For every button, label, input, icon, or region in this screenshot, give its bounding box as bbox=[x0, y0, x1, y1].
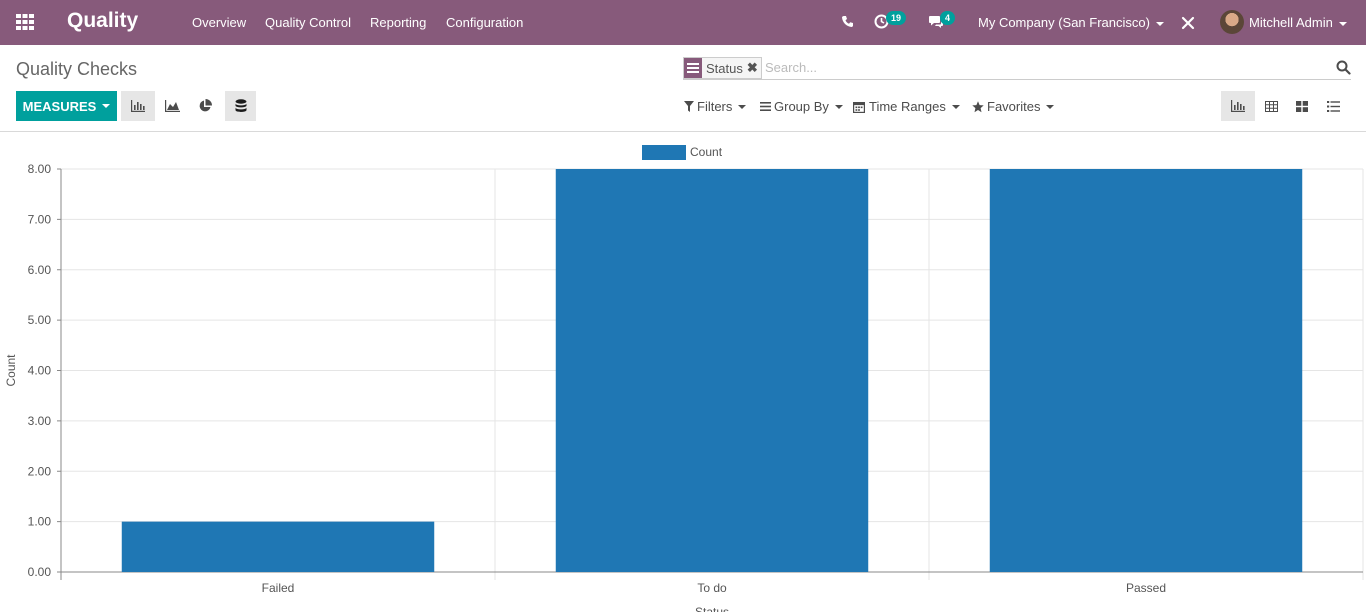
user-name: Mitchell Admin bbox=[1249, 15, 1333, 30]
y-tick-label: 3.00 bbox=[28, 414, 52, 428]
y-tick-label: 6.00 bbox=[28, 263, 52, 277]
filters-label: Filters bbox=[697, 99, 733, 114]
kanban-icon bbox=[1296, 100, 1308, 112]
area-chart-icon bbox=[164, 100, 180, 112]
page-title: Quality Checks bbox=[16, 59, 138, 79]
chevron-down-icon bbox=[1046, 104, 1055, 109]
x-tick-label: Failed bbox=[262, 581, 295, 595]
list-icon bbox=[1326, 100, 1340, 112]
stacked-toggle-button[interactable] bbox=[225, 91, 256, 121]
chevron-down-icon bbox=[834, 104, 843, 109]
filters-dropdown[interactable]: Filters bbox=[684, 99, 747, 114]
line-chart-mode-button[interactable] bbox=[155, 91, 189, 121]
chevron-down-icon bbox=[102, 104, 111, 108]
calendar-icon bbox=[853, 101, 865, 113]
chevron-down-icon bbox=[738, 104, 747, 109]
chevron-down-icon bbox=[1338, 21, 1347, 26]
legend-label: Count bbox=[690, 145, 723, 159]
app-title[interactable]: Quality bbox=[67, 9, 139, 32]
top-navbar: Quality Overview Quality Control Reporti… bbox=[0, 0, 1366, 45]
x-tick-label: To do bbox=[697, 581, 727, 595]
company-switcher[interactable]: My Company (San Francisco) bbox=[978, 15, 1164, 30]
message-count-badge: 4 bbox=[940, 11, 956, 25]
bar-failed bbox=[121, 521, 435, 572]
measures-button[interactable]: MEASURES bbox=[16, 91, 117, 121]
favorites-dropdown[interactable]: Favorites bbox=[972, 99, 1055, 114]
bar-to-do bbox=[555, 169, 869, 572]
bars-icon bbox=[760, 102, 771, 111]
y-tick-label: 0.00 bbox=[28, 565, 52, 579]
y-tick-label: 8.00 bbox=[28, 162, 52, 176]
bar-chart-icon bbox=[131, 100, 145, 112]
activity-count-badge: 19 bbox=[886, 11, 907, 25]
apps-grid-icon[interactable] bbox=[16, 14, 34, 30]
group-by-dropdown[interactable]: Group By bbox=[760, 99, 843, 114]
list-view-button[interactable] bbox=[1316, 91, 1350, 121]
chevron-down-icon bbox=[1155, 21, 1164, 26]
menu-quality-control[interactable]: Quality Control bbox=[265, 15, 351, 30]
measures-label: MEASURES bbox=[22, 98, 97, 114]
time-ranges-dropdown[interactable]: Time Ranges bbox=[853, 99, 960, 114]
bar-passed bbox=[989, 169, 1303, 572]
menu-overview[interactable]: Overview bbox=[192, 15, 247, 30]
search-icon[interactable] bbox=[1336, 60, 1351, 75]
graph-view-button[interactable] bbox=[1221, 91, 1255, 121]
x-axis-label: Status bbox=[695, 605, 729, 612]
y-tick-label: 1.00 bbox=[28, 515, 52, 529]
facet-label: Status bbox=[706, 60, 743, 76]
debug-tools-icon[interactable] bbox=[1181, 16, 1195, 30]
y-tick-label: 5.00 bbox=[28, 313, 52, 327]
search-bar: Status ✖ bbox=[683, 57, 1351, 80]
y-tick-label: 7.00 bbox=[28, 212, 52, 226]
favorites-label: Favorites bbox=[987, 99, 1041, 114]
bar-chart: 0.00 1.00 2.00 3.00 4.00 5.00 6.00 7.00 8.00 Fail… bbox=[4, 145, 1364, 612]
bar-chart-icon bbox=[1231, 100, 1245, 112]
company-name: My Company (San Francisco) bbox=[978, 15, 1150, 30]
pie-chart-mode-button[interactable] bbox=[188, 91, 222, 121]
y-tick-label: 4.00 bbox=[28, 364, 52, 378]
group-by-label: Group By bbox=[774, 99, 829, 114]
kanban-view-button[interactable] bbox=[1285, 91, 1319, 121]
user-menu[interactable]: Mitchell Admin bbox=[1249, 15, 1347, 30]
legend-swatch bbox=[642, 145, 686, 160]
y-tick-label: 2.00 bbox=[28, 464, 52, 478]
avatar[interactable] bbox=[1220, 10, 1244, 34]
chevron-down-icon bbox=[951, 104, 960, 109]
table-icon bbox=[1264, 100, 1278, 112]
y-axis-label: Count bbox=[4, 354, 18, 387]
filter-icon bbox=[684, 101, 694, 112]
pie-chart-icon bbox=[199, 99, 212, 112]
pivot-view-button[interactable] bbox=[1254, 91, 1288, 121]
phone-icon[interactable] bbox=[841, 15, 854, 28]
bar-chart-mode-button[interactable] bbox=[121, 91, 155, 121]
time-ranges-label: Time Ranges bbox=[869, 99, 946, 114]
x-tick-label: Passed bbox=[1126, 581, 1166, 595]
database-icon bbox=[235, 99, 246, 112]
menu-configuration[interactable]: Configuration bbox=[446, 15, 524, 30]
control-panel-divider bbox=[0, 131, 1366, 132]
menu-reporting[interactable]: Reporting bbox=[370, 15, 427, 30]
star-icon bbox=[972, 100, 984, 112]
search-facet: Status ✖ bbox=[683, 57, 762, 79]
group-by-icon bbox=[684, 58, 702, 78]
search-input[interactable] bbox=[765, 57, 1325, 77]
remove-facet-icon[interactable]: ✖ bbox=[746, 60, 758, 75]
